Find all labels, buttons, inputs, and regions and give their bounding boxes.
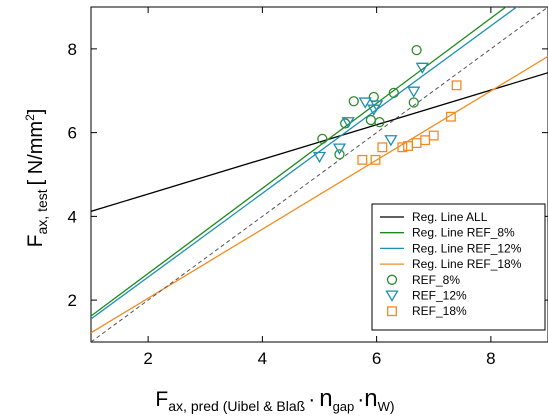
circle-point [388,87,399,98]
y-tick-label: 6 [68,124,77,143]
identity-line [91,7,548,342]
regression-line-2 [91,7,518,320]
x-title-sub2: (Uibel & Blaß [219,398,305,414]
x-tick-label: 8 [486,349,495,368]
x-title-n2-sub: W [378,399,391,414]
legend-marker-swatch [387,306,397,317]
triangle-down-point [384,135,398,147]
x-tick-label: 4 [258,349,267,368]
square-point [397,142,408,153]
y-title-sub: ax, test [34,189,50,234]
x-title-dot1: · [308,388,315,411]
circle-point [408,97,419,108]
axis-ticks: 2 4 6 8 2 4 6 8 [68,7,548,368]
triangle-down-point [332,143,347,155]
legend-marker-swatch [385,290,399,302]
data-points [312,44,462,165]
legend-label: REF_12% [412,289,467,303]
x-tick-label: 2 [143,349,152,368]
legend-label: Reg. Line ALL [412,210,488,224]
legend-label: REF_18% [412,304,467,318]
y-axis-title: Fax, test [ N/mm2] [23,109,50,248]
x-title-n2: n [364,385,377,412]
circle-point [411,44,422,56]
square-point [445,111,456,122]
y-tick-label: 2 [68,291,77,310]
x-title-n1: n [319,385,332,412]
y-tick-label: 8 [68,40,77,59]
triangle-down-point [369,100,384,112]
legend-marker-swatch [386,274,398,285]
y-title-unit-close: ] [25,109,47,115]
triangle-down-point [341,117,355,129]
y-title-unit-sup: 2 [23,114,37,121]
triangle-down-point [312,151,327,164]
x-title-n1-sub: gap [333,399,355,414]
triangle-down-point [415,62,429,74]
triangle-down-point [358,97,372,109]
triangle-down-point [407,86,421,98]
x-tick-label: 6 [372,349,381,368]
x-title-dot2: · [357,388,364,411]
square-point [428,130,439,141]
y-title-main: F [24,235,47,248]
circle-point [374,117,385,128]
square-point [377,142,388,153]
legend-label: Reg. Line REF_18% [412,257,522,271]
x-title-main: F [155,388,168,411]
x-axis-title: Fax, pred (Uibel & Blaß · ngap ·nW) [155,385,394,414]
circle-point [334,149,345,160]
x-title-close: ) [390,398,395,414]
legend-label: REF_8% [412,273,460,287]
circle-point [348,96,359,107]
legend-label: Reg. Line REF_12% [412,241,522,255]
y-tick-label: 4 [68,207,77,226]
square-point [451,80,462,91]
square-point [357,154,368,165]
x-title-sub1: ax, pred [168,398,219,414]
square-point [370,154,381,165]
circle-point [317,133,328,145]
legend-box [371,203,546,331]
y-title-unit-open: [ N/mm [25,121,47,185]
legend-label: Reg. Line REF_8% [412,226,515,240]
regression-line-1 [91,7,507,317]
